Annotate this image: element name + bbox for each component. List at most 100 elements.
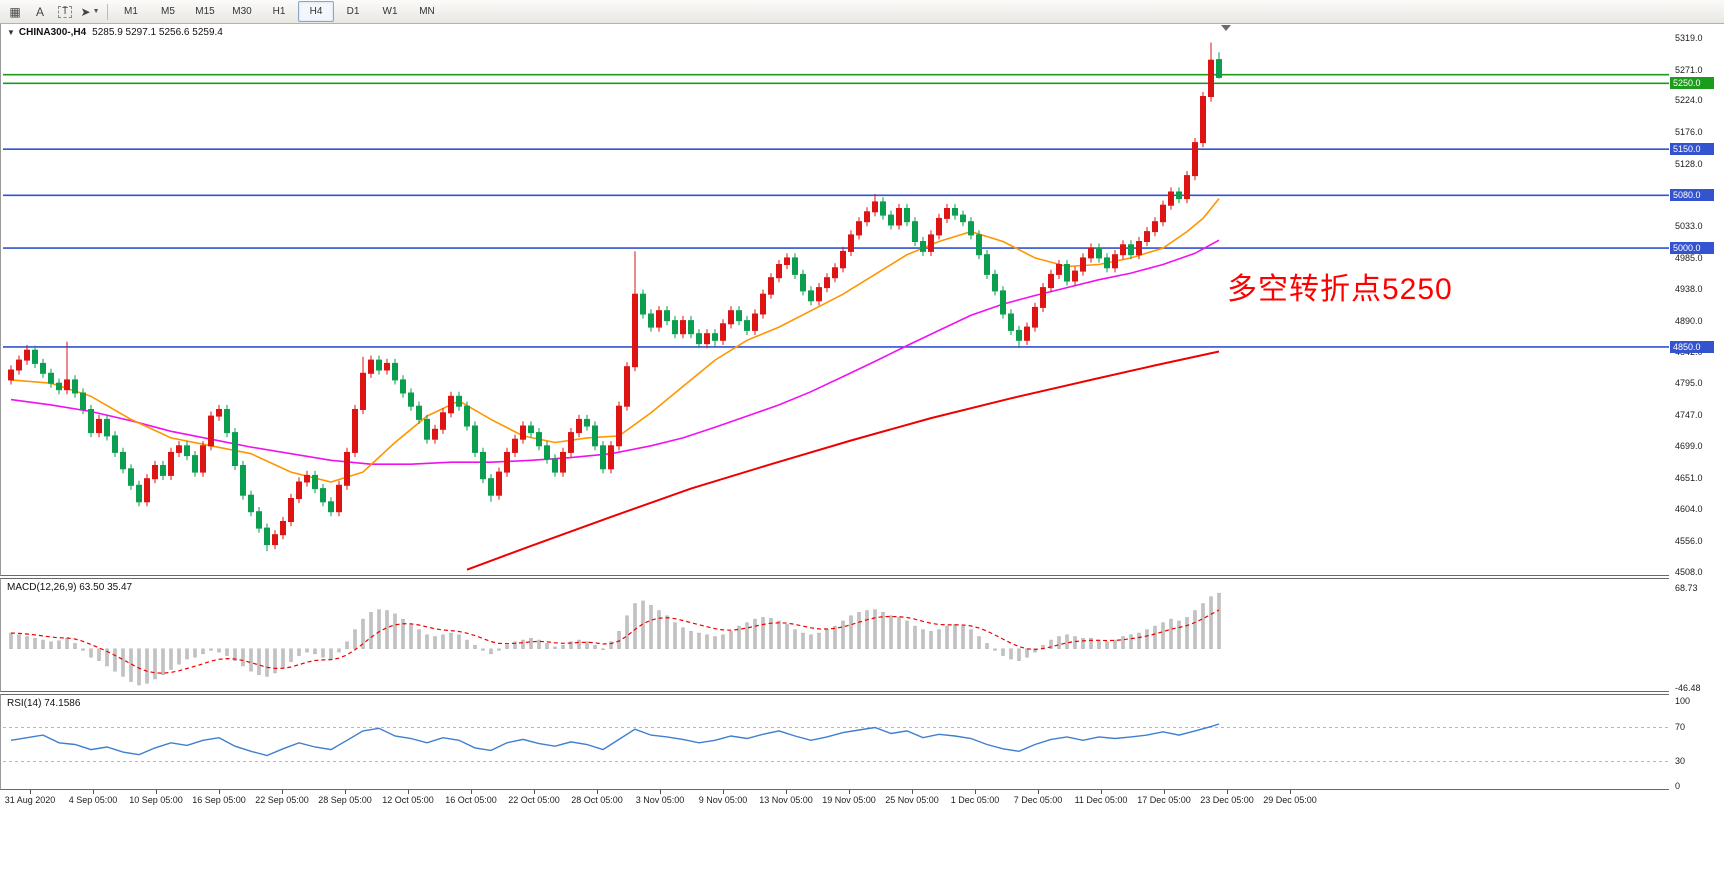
rsi-chart-canvas[interactable]	[1, 695, 1669, 789]
price-axis-tick: 5224.0	[1675, 95, 1703, 106]
arrow-text-button[interactable]: A	[28, 1, 52, 23]
chart-shift-marker-icon[interactable]	[1221, 25, 1231, 31]
timeframe-button-mn[interactable]: MN	[419, 6, 435, 17]
date-tick-mark	[786, 790, 787, 794]
macd-indicator-panel[interactable]: MACD(12,26,9) 63.50 35.47	[0, 578, 1669, 692]
rsi-value: 74.1586	[44, 698, 81, 709]
rsi-indicator-panel[interactable]: RSI(14) 74.1586	[0, 694, 1669, 790]
date-tick-mark	[30, 790, 31, 794]
date-tick-mark	[1164, 790, 1165, 794]
macd-signal-line	[10, 609, 1220, 674]
macd-main-value: 63.50	[79, 582, 105, 593]
date-tick-mark	[660, 790, 661, 794]
date-label: 16 Oct 05:00	[445, 795, 497, 805]
date-tick-mark	[1290, 790, 1291, 794]
price-axis-tick: 4699.0	[1675, 441, 1703, 452]
timeframe-button-m30[interactable]: M30	[232, 6, 252, 17]
date-tick-mark	[408, 790, 409, 794]
main-chart-panel[interactable]: ▼ CHINA300-,H4 5285.9 5297.1 5256.6 5259.4…	[0, 24, 1669, 576]
cursor-tool-button[interactable]: ➤ ▼	[78, 1, 102, 23]
date-tick-mark	[849, 790, 850, 794]
macd-label: MACD(12,26,9) 63.50 35.47	[7, 582, 132, 593]
date-label: 17 Dec 05:00	[1137, 795, 1191, 805]
chart-style-icon: ▦	[9, 4, 21, 19]
price-level-tag: 5080.0	[1670, 189, 1714, 202]
ma-red-line	[466, 350, 1220, 571]
rsi-axis-tick: 0	[1675, 781, 1681, 791]
rsi-line	[10, 723, 1220, 757]
timeframe-button-m1[interactable]: M1	[124, 6, 138, 17]
timeframe-button-d1[interactable]: D1	[346, 6, 360, 17]
timeframe-button-h1[interactable]: H1	[272, 6, 286, 17]
date-label: 31 Aug 2020	[4, 795, 56, 805]
date-label: 16 Sep 05:00	[192, 795, 246, 805]
date-tick-mark	[1038, 790, 1039, 794]
timeframe-button-m5[interactable]: M5	[161, 6, 175, 17]
price-axis-tick: 5176.0	[1675, 127, 1703, 138]
chart-style-button[interactable]: ▦	[3, 1, 27, 23]
rsi-label: RSI(14) 74.1586	[7, 698, 80, 709]
chart-text-annotation[interactable]: 多空转折点5250	[1227, 273, 1453, 306]
macd-axis-tick: -46.48	[1675, 683, 1701, 693]
rsi-axis-tick: 100	[1675, 696, 1691, 706]
macd-name: MACD(12,26,9)	[7, 582, 77, 593]
date-tick-mark	[723, 790, 724, 794]
candlestick-chart-canvas[interactable]	[1, 24, 1669, 574]
date-tick-mark	[597, 790, 598, 794]
date-label: 12 Oct 05:00	[382, 795, 434, 805]
date-label: 19 Nov 05:00	[822, 795, 876, 805]
date-label: 3 Nov 05:00	[635, 795, 685, 805]
price-axis-tick: 4890.0	[1675, 315, 1703, 326]
macd-chart-canvas[interactable]	[1, 579, 1669, 691]
macd-axis-tick: 68.73	[1675, 583, 1698, 593]
timeframe-button-m15[interactable]: M15	[195, 6, 215, 17]
date-label: 10 Sep 05:00	[129, 795, 183, 805]
date-tick-mark	[912, 790, 913, 794]
drawing-tools-group: ▦ A T ➤ ▼	[3, 1, 102, 23]
price-axis-tick: 5128.0	[1675, 158, 1703, 169]
rsi-name: RSI(14)	[7, 698, 42, 709]
date-label: 22 Oct 05:00	[508, 795, 560, 805]
date-axis[interactable]: 31 Aug 2020 4 Sep 05:00 10 Sep 05:00 16 Sep…	[0, 790, 1669, 812]
price-axis-tick: 4604.0	[1675, 504, 1703, 514]
price-axis[interactable]: 5319.0 5271.0 5224.0 5176.0 5128.0 5033.0 4985…	[1669, 24, 1724, 791]
date-tick-mark	[219, 790, 220, 794]
date-label: 9 Nov 05:00	[698, 795, 748, 805]
rsi-axis-tick: 70	[1675, 721, 1686, 732]
ma-magenta-line	[10, 239, 1220, 466]
dropdown-caret-icon[interactable]: ▼	[92, 8, 100, 15]
date-tick-mark	[156, 790, 157, 794]
date-tick-mark	[975, 790, 976, 794]
date-label: 11 Dec 05:00	[1074, 795, 1128, 805]
date-tick-mark	[1101, 790, 1102, 794]
date-label: 13 Nov 05:00	[759, 795, 813, 805]
date-tick-mark	[93, 790, 94, 794]
toolbar: ▦ A T ➤ ▼ M1 M5 M15 M30 H1 H4 D1 W1 MN	[0, 0, 1724, 24]
date-label: 4 Sep 05:00	[68, 795, 118, 805]
price-level-tag: 5000.0	[1670, 242, 1714, 255]
timeframe-buttons: M1 M5 M15 M30 H1 H4 D1 W1 MN	[113, 1, 445, 22]
arrow-text-icon: A	[35, 4, 44, 19]
price-level-tag: 4850.0	[1670, 340, 1714, 353]
collapse-triangle-icon[interactable]: ▼	[7, 28, 15, 37]
price-axis-tick: 4938.0	[1675, 283, 1703, 294]
macd-signal-value: 35.47	[107, 582, 133, 593]
timeframe-button-w1[interactable]: W1	[382, 6, 398, 17]
price-axis-tick: 4795.0	[1675, 378, 1703, 389]
date-tick-mark	[471, 790, 472, 794]
price-axis-tick: 4556.0	[1675, 535, 1703, 546]
ma-orange-line	[10, 198, 1220, 483]
price-axis-tick: 4508.0	[1675, 567, 1703, 578]
moving-averages-layer	[10, 198, 1220, 571]
symbol-timeframe-label: CHINA300-,H4	[18, 27, 87, 38]
price-axis-tick: 4651.0	[1675, 473, 1703, 484]
date-tick-mark	[282, 790, 283, 794]
text-label-button[interactable]: T	[53, 1, 77, 23]
text-label-icon: T	[57, 5, 73, 18]
price-axis-tick: 5271.0	[1675, 64, 1703, 75]
chart-quote-line: ▼ CHINA300-,H4 5285.9 5297.1 5256.6 5259.4	[7, 27, 223, 38]
price-axis-tick: 4985.0	[1675, 252, 1703, 263]
date-tick-mark	[1227, 790, 1228, 794]
toolbar-separator	[107, 3, 108, 20]
timeframe-button-h4[interactable]: H4	[298, 1, 334, 22]
